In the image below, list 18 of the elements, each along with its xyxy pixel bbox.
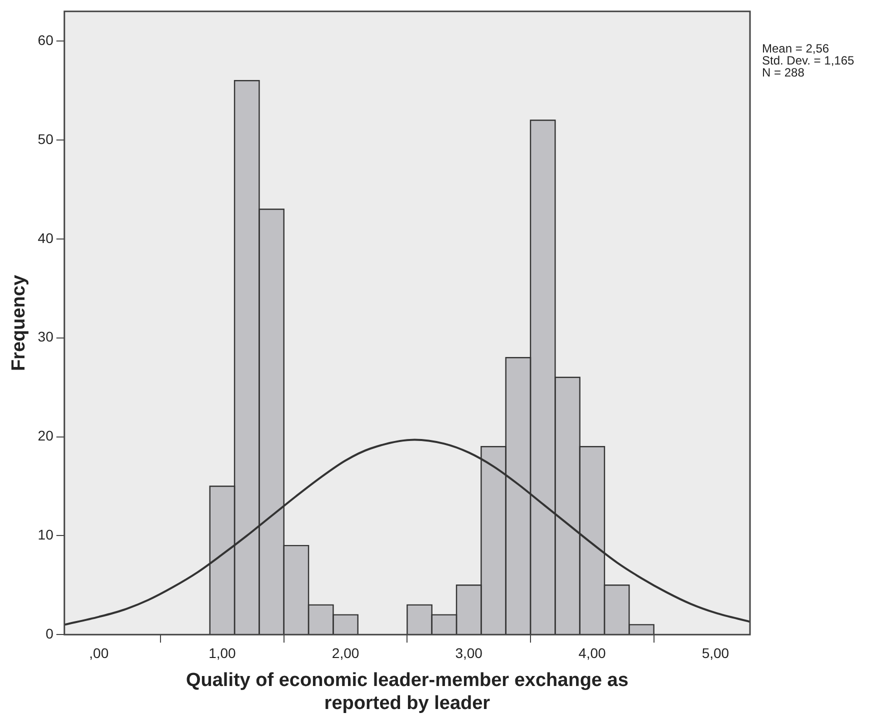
x-tick-label: 3,00: [455, 644, 483, 661]
x-axis-title: Quality of economic leader-member exchange as reported by leader: [186, 670, 628, 714]
y-tick-label: 30: [38, 328, 54, 345]
x-tick-label: 4,00: [578, 644, 606, 661]
x-tick-label: 5,00: [702, 644, 730, 661]
x-tick-label: 1,00: [208, 644, 236, 661]
y-tick-label: 60: [38, 32, 54, 48]
text: Mean = 2,56: [762, 42, 830, 56]
y-tick-label: 10: [38, 526, 54, 543]
y-axis-title: Frequency: [8, 274, 30, 372]
y-tick-label: 50: [38, 130, 54, 147]
y-tick-label: 0: [46, 625, 54, 642]
y-tick-label: 40: [38, 230, 54, 246]
x-tick-label: 2,00: [332, 644, 360, 661]
text: Std. Dev. = 1,165: [762, 54, 854, 68]
text: N = 288: [762, 66, 805, 80]
y-tick-label: 20: [38, 428, 54, 444]
x-tick-label: ,00: [89, 644, 109, 661]
